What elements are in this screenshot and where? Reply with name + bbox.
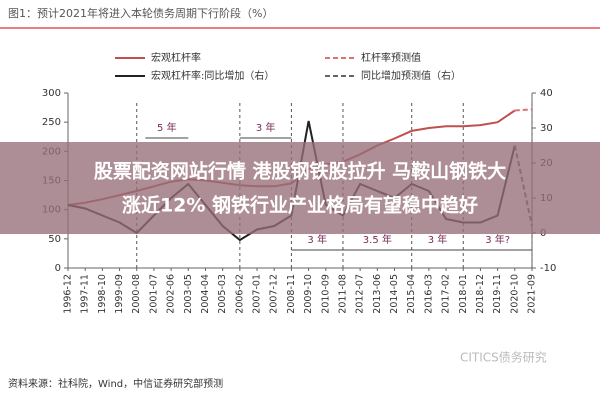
banner-bg (0, 142, 600, 234)
x-tick-label: 2012-07 (355, 274, 366, 314)
x-tick-label: 2003-05 (183, 274, 194, 314)
x-tick-label: 1999-09 (114, 274, 125, 314)
x-tick-label: 2008-11 (286, 274, 297, 314)
y-tick-label: 0 (55, 263, 61, 274)
legend-label: 杠杆率预测值 (361, 51, 421, 64)
x-tick-label: 2001-07 (148, 274, 159, 314)
x-tick-label: 2004-04 (200, 274, 211, 314)
annotation: 3 年? (485, 233, 510, 246)
banner-text: 股票配资网站行情 港股钢铁股拉升 马鞍山钢铁大 (94, 160, 506, 183)
x-tick-label: 2007-12 (269, 274, 280, 314)
y-tick-label: 250 (42, 117, 61, 128)
x-tick-label: 2010-09 (320, 274, 331, 314)
annotation: 5 年 (157, 121, 177, 134)
legend-label: 宏观杠杆率:同比增加（右） (151, 69, 274, 82)
banner-text: 涨近12% 钢铁行业产业格局有望稳中趋好 (122, 194, 478, 217)
x-tick-label: 2009-10 (303, 274, 314, 314)
x-tick-label: 2020-10 (509, 274, 520, 314)
legend-label: 同比增加预测值（右） (361, 69, 461, 82)
x-tick-label: 2000-08 (131, 274, 142, 314)
x-tick-label: 1997-11 (80, 274, 91, 314)
y2-tick-label: 40 (540, 88, 553, 99)
x-tick-label: 2013-06 (372, 274, 383, 314)
y-tick-label: 50 (48, 234, 61, 245)
x-tick-label: 2006-02 (234, 274, 245, 314)
annotation: 3 年 (256, 121, 276, 134)
y2-tick-label: 30 (540, 123, 553, 134)
chart-title: 图1：预计2021年将进入本轮债务周期下行阶段（%） (8, 6, 273, 20)
x-tick-label: 2007-01 (252, 274, 263, 314)
x-tick-label: 2011-08 (337, 274, 348, 314)
x-tick-label: 2015-04 (406, 274, 417, 314)
x-tick-label: 2017-02 (441, 274, 452, 314)
x-tick-label: 2021-09 (527, 274, 538, 314)
annotation: 3 年 (307, 233, 327, 246)
x-tick-label: 2018-01 (458, 274, 469, 314)
x-tick-label: 2014-05 (389, 274, 400, 314)
legend-label: 宏观杠杆率 (151, 51, 201, 64)
x-tick-label: 2019-11 (492, 274, 503, 314)
y2-tick-label: -10 (540, 263, 556, 274)
x-tick-label: 2005-03 (217, 274, 228, 314)
x-tick-label: 2002-06 (166, 274, 177, 314)
x-tick-label: 2016-03 (423, 274, 434, 314)
x-tick-label: 2018-12 (475, 274, 486, 314)
annotation: 3.5 年 (363, 233, 392, 246)
watermark: CITICS债务研究 (460, 350, 547, 365)
annotation: 3 年 (428, 233, 448, 246)
series-line (514, 108, 533, 112)
x-tick-label: 1998-10 (97, 274, 108, 314)
x-tick-label: 1996-12 (63, 274, 74, 314)
y-tick-label: 300 (42, 88, 61, 99)
source: 资料来源：社科院，Wind，中信证券研究部预测 (8, 377, 223, 390)
